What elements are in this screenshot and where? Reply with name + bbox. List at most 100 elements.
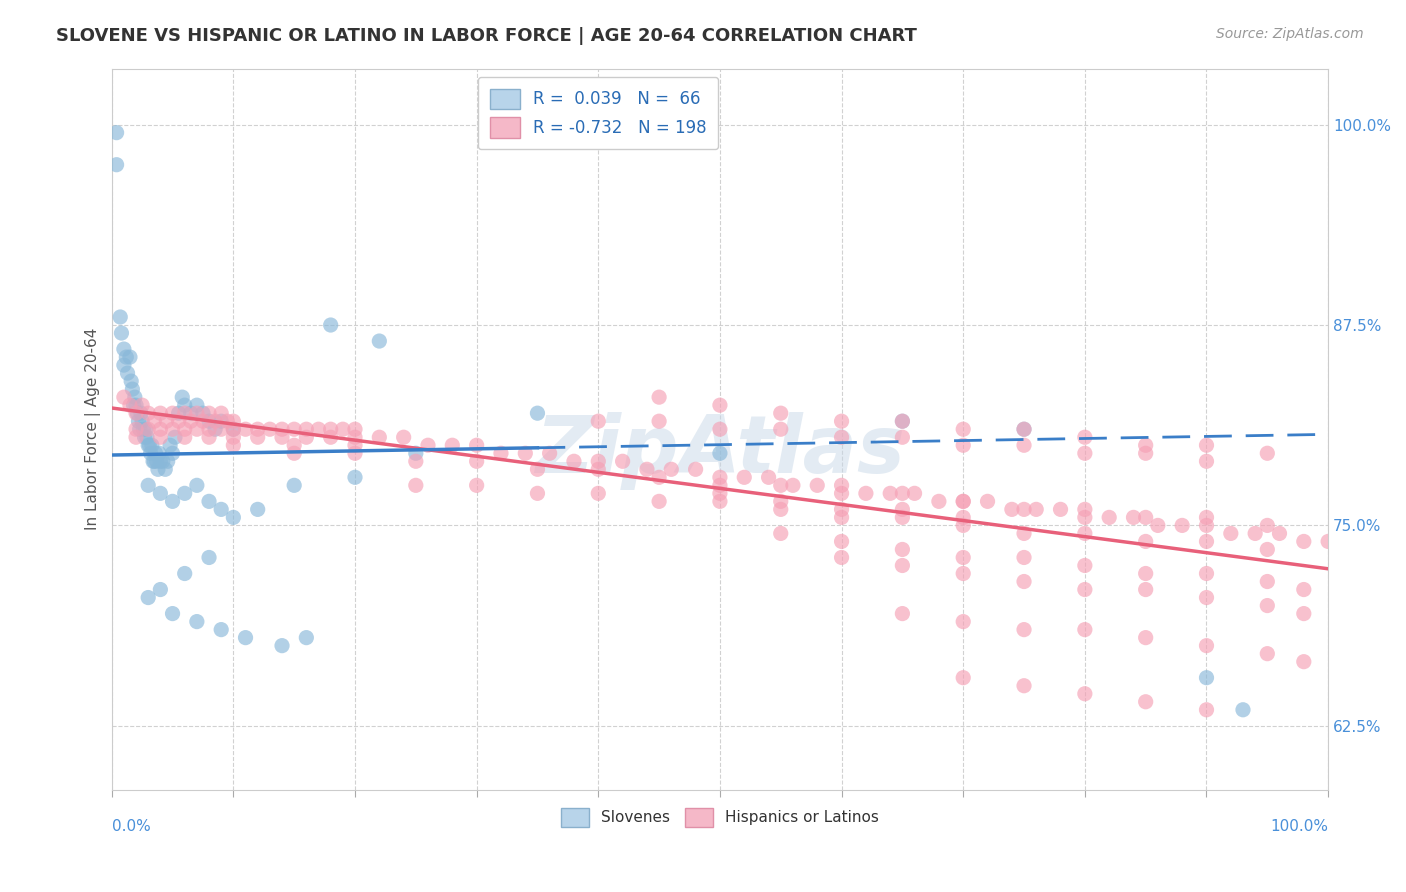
Point [1219,526,1241,541]
Point [283,446,305,460]
Point [891,542,914,557]
Point [145,446,167,460]
Point [368,334,391,348]
Point [769,478,792,492]
Point [1195,510,1218,524]
Point [769,422,792,436]
Point [128,422,150,436]
Point [648,390,671,404]
Point [115,350,138,364]
Point [1195,454,1218,468]
Point [526,406,548,420]
Point [891,414,914,428]
Point [136,478,159,492]
Point [143,454,166,468]
Point [155,462,177,476]
Point [1074,502,1097,516]
Point [159,438,181,452]
Text: Source: ZipAtlas.com: Source: ZipAtlas.com [1216,27,1364,41]
Point [368,430,391,444]
Point [162,494,184,508]
Point [343,430,366,444]
Point [191,406,214,420]
Point [198,414,221,428]
Point [125,422,148,436]
Point [1012,550,1035,565]
Point [1012,422,1035,436]
Point [465,478,488,492]
Point [1074,526,1097,541]
Point [122,398,145,412]
Point [209,502,232,516]
Point [138,438,160,452]
Point [110,310,132,324]
Point [709,470,731,484]
Point [295,631,318,645]
Point [204,422,226,436]
Point [1195,671,1218,685]
Point [659,462,682,476]
Point [1098,510,1121,524]
Point [588,414,610,428]
Point [143,414,166,428]
Point [271,422,294,436]
Point [162,446,184,460]
Text: SLOVENE VS HISPANIC OR LATINO IN LABOR FORCE | AGE 20-64 CORRELATION CHART: SLOVENE VS HISPANIC OR LATINO IN LABOR F… [56,27,917,45]
Point [1256,599,1278,613]
Point [952,422,974,436]
Point [152,454,174,468]
Point [186,478,208,492]
Point [831,510,853,524]
Point [588,486,610,500]
Point [903,486,925,500]
Point [1012,679,1035,693]
Point [891,510,914,524]
Point [952,438,974,452]
Point [139,446,162,460]
Point [831,414,853,428]
Point [831,534,853,549]
Point [112,342,135,356]
Point [648,470,671,484]
Point [129,406,152,420]
Point [636,462,658,476]
Point [1074,558,1097,573]
Point [441,438,464,452]
Point [1256,647,1278,661]
Point [588,454,610,468]
Point [1292,582,1315,597]
Point [709,422,731,436]
Point [1135,446,1157,460]
Point [209,422,232,436]
Point [952,494,974,508]
Point [891,430,914,444]
Point [117,366,139,380]
Point [1012,574,1035,589]
Point [1135,695,1157,709]
Point [235,422,257,436]
Point [588,462,610,476]
Point [1268,526,1291,541]
Point [120,374,142,388]
Legend: Slovenes, Hispanics or Latinos: Slovenes, Hispanics or Latinos [555,802,884,833]
Point [121,382,143,396]
Point [105,126,128,140]
Point [1001,502,1024,516]
Point [156,454,179,468]
Point [1135,510,1157,524]
Point [191,414,214,428]
Point [246,430,269,444]
Point [952,550,974,565]
Point [295,430,318,444]
Point [141,438,163,452]
Point [952,510,974,524]
Point [769,526,792,541]
Point [343,438,366,452]
Point [1012,422,1035,436]
Point [1256,518,1278,533]
Point [198,422,221,436]
Point [135,422,157,436]
Point [1049,502,1071,516]
Point [155,414,177,428]
Point [283,422,305,436]
